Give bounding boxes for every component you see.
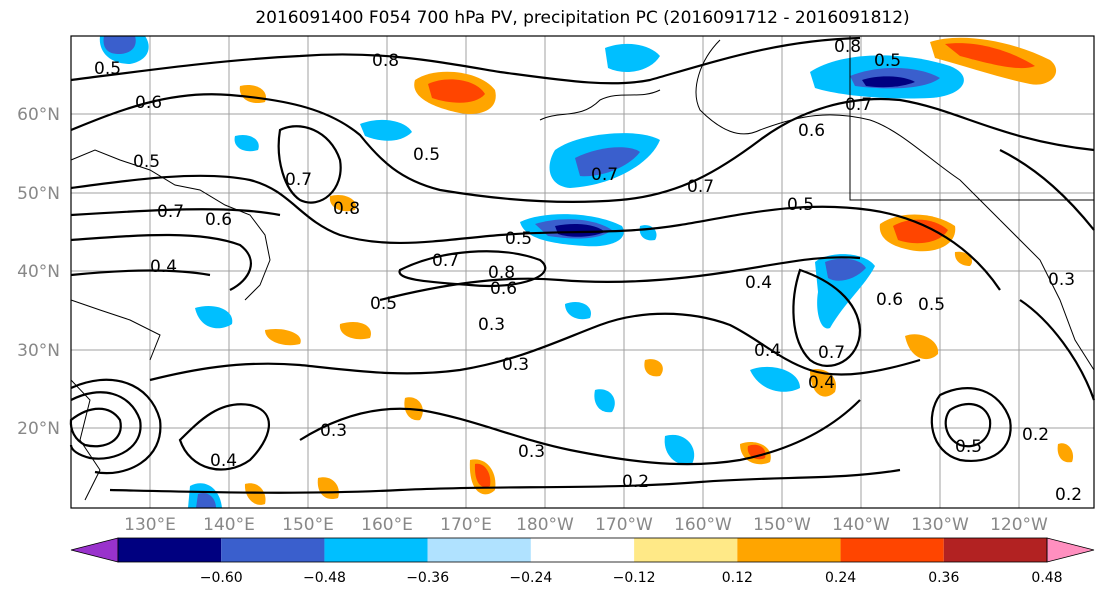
lon-label: 160°W [674, 515, 732, 535]
contour-label: 0.6 [490, 279, 517, 299]
map-title: 2016091400 F054 700 hPa PV, precipitatio… [255, 8, 910, 28]
colorbar: −0.60 −0.48 −0.36 −0.24 −0.12 0.12 0.24 0.36 0.4… [70, 537, 1095, 586]
contour-label: 0.4 [210, 451, 237, 471]
contour-label: 0.2 [622, 472, 649, 492]
contour-label: 0.7 [157, 202, 184, 222]
lon-label: 130°E [124, 515, 176, 535]
contour-label: 0.8 [333, 199, 360, 219]
contour-label: 0.6 [205, 210, 232, 230]
contour-label: 0.8 [834, 37, 861, 57]
lon-label: 170°W [595, 515, 653, 535]
contour-label: 0.6 [876, 290, 903, 310]
lon-label: 120°W [990, 515, 1048, 535]
lat-label: 60°N [17, 105, 60, 125]
contour-label: 0.5 [133, 152, 160, 172]
contour-label: 0.4 [808, 373, 835, 393]
contour-label: 0.5 [955, 437, 982, 457]
contour-label: 0.5 [874, 51, 901, 71]
colorbar-cell [221, 538, 325, 562]
contour-label: 0.6 [135, 93, 162, 113]
contour-label: 0.5 [413, 145, 440, 165]
contour-label: 0.8 [488, 263, 515, 283]
pv-contours [69, 36, 1096, 494]
longitude-labels: 130°E 140°E 150°E 160°E 170°E 180°W 170°… [124, 515, 1048, 535]
contour-label: 0.3 [502, 355, 529, 375]
colorbar-tick-label: 0.12 [722, 570, 753, 586]
contour-label: 0.7 [818, 343, 845, 363]
lat-label: 30°N [17, 341, 60, 361]
lat-label: 40°N [17, 262, 60, 282]
lon-label: 150°W [753, 515, 811, 535]
colorbar-cell [118, 538, 222, 562]
colorbar-tick-label: 0.24 [825, 570, 856, 586]
contour-labels: 0.5 0.6 0.8 0.8 0.5 0.5 0.7 0.6 0.5 0.7 … [94, 37, 1082, 505]
contour-label: 0.2 [1022, 425, 1049, 445]
colorbar-cell [840, 538, 944, 562]
contour-label: 0.3 [478, 315, 505, 335]
colorbar-tick-label: 0.36 [928, 570, 959, 586]
colorbar-tick-label: 0.48 [1031, 570, 1062, 586]
contour-label: 0.3 [320, 421, 347, 441]
contour-label: 0.7 [845, 95, 872, 115]
lon-label: 180°W [516, 515, 574, 535]
colorbar-tick-label: −0.48 [303, 570, 346, 586]
contour-label: 0.5 [370, 294, 397, 314]
lon-label: 150°E [282, 515, 334, 535]
contour-label: 0.7 [432, 251, 459, 271]
contour-label: 0.3 [1048, 270, 1075, 290]
colorbar-extend-low [70, 537, 119, 563]
lon-label: 170°E [440, 515, 492, 535]
map-panel: 0.5 0.6 0.8 0.8 0.5 0.5 0.7 0.6 0.5 0.7 … [69, 35, 1096, 509]
contour-label: 0.6 [798, 121, 825, 141]
coastlines [70, 36, 1095, 501]
lon-label: 140°W [832, 515, 890, 535]
lat-label: 50°N [17, 184, 60, 204]
colorbar-cell [427, 538, 531, 562]
lon-label: 140°E [203, 515, 255, 535]
contour-label: 0.4 [745, 273, 772, 293]
contour-label: 0.3 [518, 442, 545, 462]
contour-label: 0.8 [372, 51, 399, 71]
contour-label: 0.5 [94, 59, 121, 79]
contour-label: 0.5 [787, 195, 814, 215]
contour-label: 0.4 [754, 341, 781, 361]
colorbar-cell [634, 538, 738, 562]
colorbar-tick-label: −0.36 [406, 570, 449, 586]
colorbar-extend-high [1046, 537, 1095, 563]
colorbar-cell [530, 538, 635, 562]
colorbar-tick-label: −0.60 [200, 570, 243, 586]
latitude-labels: 60°N 50°N 40°N 30°N 20°N [17, 105, 60, 439]
contour-label: 0.7 [285, 170, 312, 190]
colorbar-cell [737, 538, 841, 562]
contour-label: 0.4 [150, 257, 177, 277]
contour-label: 0.5 [918, 295, 945, 315]
lat-label: 20°N [17, 419, 60, 439]
colorbar-cell [943, 538, 1047, 562]
contour-label: 0.7 [591, 165, 618, 185]
contour-label: 0.7 [687, 177, 714, 197]
lon-label: 130°W [911, 515, 969, 535]
colorbar-tick-label: −0.12 [613, 570, 656, 586]
lon-label: 160°E [361, 515, 413, 535]
colorbar-cell [324, 538, 428, 562]
contour-label: 0.2 [1055, 485, 1082, 505]
contour-label: 0.5 [505, 229, 532, 249]
colorbar-tick-label: −0.24 [509, 570, 552, 586]
